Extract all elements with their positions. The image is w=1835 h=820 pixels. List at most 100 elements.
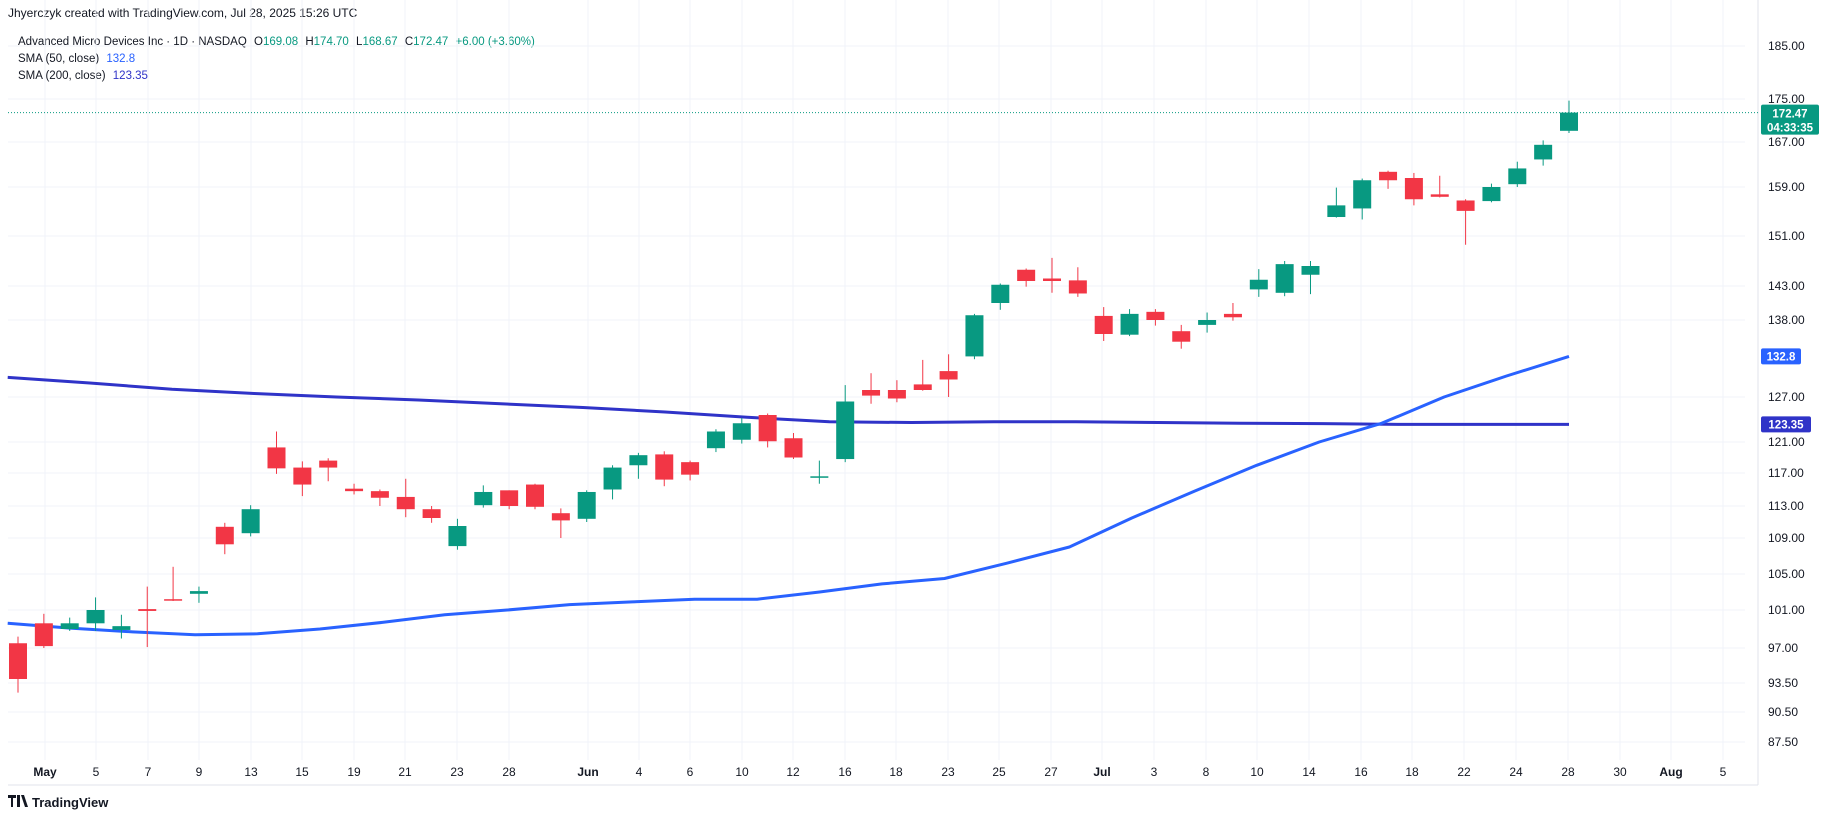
candle-body: [1275, 264, 1294, 293]
candle-body: [34, 623, 53, 647]
sma200-badge: [1761, 416, 1811, 433]
price-tick-label: 121.00: [1768, 435, 1805, 449]
candle: [1327, 187, 1346, 218]
candle: [1223, 303, 1242, 321]
candle-body: [474, 491, 493, 506]
candle: [370, 489, 389, 506]
candle: [396, 478, 415, 518]
candle-body: [189, 591, 208, 594]
candle-body: [1301, 266, 1320, 275]
candle-body: [629, 455, 648, 466]
candle: [164, 566, 183, 601]
candle-body: [991, 284, 1010, 303]
candle-body: [448, 526, 467, 547]
candle: [60, 617, 79, 631]
low-value: 168.67: [362, 36, 398, 48]
candle: [887, 380, 906, 403]
candle-body: [551, 513, 570, 521]
sma50-line: [7, 354, 1570, 637]
countdown-label: 04:33:35: [1767, 123, 1814, 135]
candle-body: [655, 454, 674, 480]
sma-lines: [7, 354, 1570, 637]
candles: [9, 100, 1578, 693]
candle: [293, 461, 312, 497]
tradingview-brand: TradingView: [32, 795, 109, 810]
candle: [112, 614, 131, 639]
price-tick-label: 101.00: [1768, 603, 1805, 617]
candle: [784, 433, 803, 460]
time-tick-label: 5: [93, 765, 100, 779]
candle: [862, 373, 881, 404]
time-tick-label: 15: [295, 765, 309, 779]
time-tick-label: 4: [636, 765, 643, 779]
time-axis: May 5 7 9 13 15 19 21 23 28 Jun 4 6 10 12 16 18 23 25 27 Jul…: [33, 765, 1726, 779]
candle: [138, 586, 157, 648]
candle: [655, 451, 674, 487]
candle: [939, 354, 958, 397]
candle-body: [577, 491, 596, 519]
candle: [991, 283, 1010, 310]
candle: [1068, 267, 1087, 297]
candle-body: [1094, 315, 1113, 334]
low-label: L: [356, 36, 363, 48]
sma200-line: [7, 375, 1569, 426]
time-tick-label: 8: [1203, 765, 1210, 779]
candle-body: [1560, 112, 1578, 131]
candle: [1198, 312, 1217, 333]
tradingview-logo[interactable]: TradingView: [8, 795, 108, 810]
price-chart[interactable]: 87.50 90.50 93.50 97.00 101.00 105.00 109.00 11…: [0, 0, 1835, 790]
candle: [448, 518, 467, 550]
time-tick-label: 21: [398, 765, 412, 779]
candle: [345, 483, 364, 495]
candle: [810, 460, 829, 484]
candle-body: [526, 484, 544, 507]
candle-body: [1508, 168, 1527, 185]
time-tick-label: 27: [1044, 765, 1058, 779]
price-tick-label: 159.00: [1768, 180, 1805, 194]
price-axis: 87.50 90.50 93.50 97.00 101.00 105.00 109.00 11…: [8, 0, 1805, 786]
candle-body: [1404, 178, 1423, 200]
time-tick-label: 9: [196, 765, 203, 779]
price-tick-label: 138.00: [1768, 313, 1805, 327]
candle-body: [86, 610, 105, 624]
candle: [267, 431, 286, 474]
candle: [1430, 175, 1449, 198]
candle-body: [241, 509, 260, 534]
candle-body: [1430, 194, 1449, 197]
sma50-value: 132.8: [106, 53, 136, 65]
candle-body: [1043, 278, 1061, 281]
sma50-row: SMA (50, close) 132.8: [18, 51, 535, 68]
chart-legend: Advanced Micro Devices Inc · 1D · NASDAQ…: [18, 34, 535, 85]
candle-body: [862, 390, 881, 396]
sma50-badge: [1761, 348, 1801, 365]
candle: [1404, 172, 1423, 206]
candle: [1534, 140, 1553, 166]
candle-body: [1482, 187, 1501, 202]
candle: [241, 505, 260, 537]
candle: [189, 586, 208, 603]
candle: [319, 458, 338, 482]
time-tick-label: 16: [838, 765, 852, 779]
time-tick-label: Jul: [1093, 765, 1110, 779]
sma200-row: SMA (200, close) 123.35: [18, 68, 535, 85]
price-tick-label: 167.00: [1768, 135, 1805, 149]
time-tick-label: 16: [1354, 765, 1368, 779]
ohlc-row: Advanced Micro Devices Inc · 1D · NASDAQ…: [18, 34, 535, 51]
candle: [681, 460, 700, 481]
time-tick-label: May: [33, 765, 57, 779]
chart-grid: [8, 0, 1745, 760]
sma50-badge-label: 132.8: [1767, 351, 1796, 363]
price-tick-label: 97.00: [1768, 641, 1798, 655]
price-tick-label: 151.00: [1768, 229, 1805, 243]
time-tick-label: 23: [941, 765, 955, 779]
candle-body: [138, 609, 157, 611]
sma200-badge-label: 123.35: [1768, 419, 1804, 431]
candle: [836, 385, 855, 463]
candle-body: [164, 599, 183, 601]
high-value: 174.70: [313, 36, 349, 48]
candle-body: [603, 467, 622, 490]
candle: [1275, 261, 1294, 297]
candle: [706, 429, 725, 453]
candle-body: [1068, 280, 1087, 294]
candle: [1353, 178, 1372, 220]
